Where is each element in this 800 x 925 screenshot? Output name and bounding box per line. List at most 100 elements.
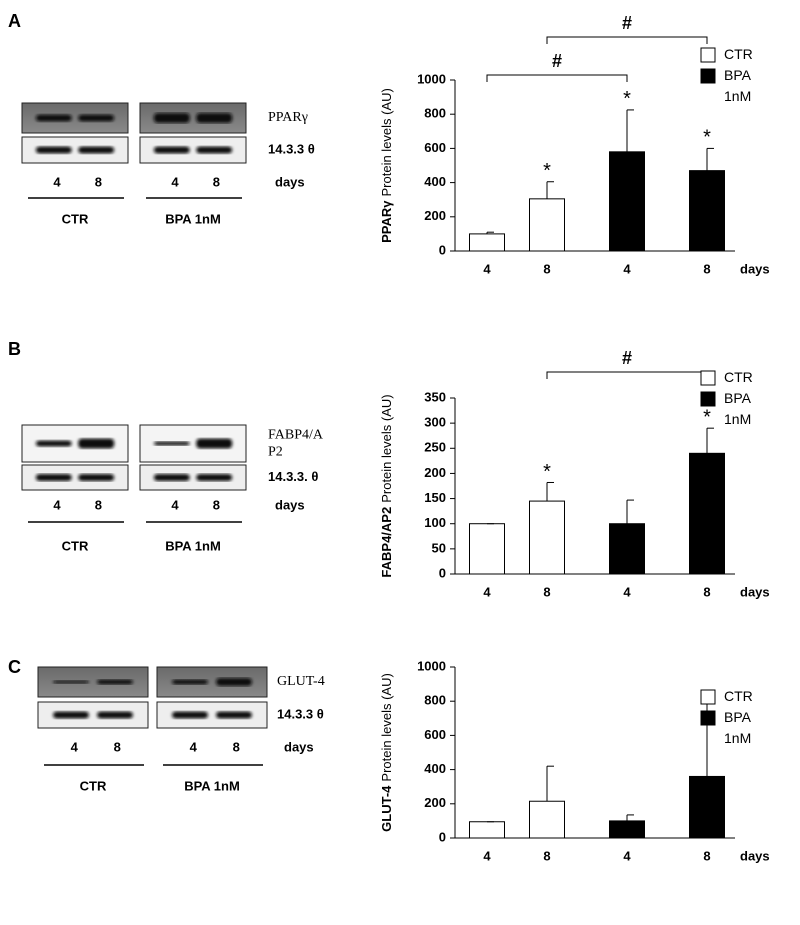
group-label: BPA 1nM	[165, 211, 221, 226]
bar	[689, 170, 725, 252]
lane-label: 4	[53, 497, 61, 512]
x-tick-label: 4	[623, 261, 631, 276]
lane-label: 4	[53, 174, 61, 189]
bar	[529, 198, 565, 252]
comparison-bracket	[546, 36, 708, 44]
panel-label: B	[8, 339, 21, 359]
y-tick-label: 600	[424, 727, 446, 742]
bar	[609, 151, 645, 252]
x-tick-label: 4	[623, 848, 631, 863]
blot-band	[172, 679, 208, 685]
y-tick-label: 300	[424, 415, 446, 430]
lane-label: 4	[190, 739, 198, 754]
comparison-bracket	[486, 74, 628, 82]
lane-unit: days	[275, 174, 305, 189]
band-label: FABP4/A P2	[268, 428, 324, 460]
y-tick-label: 800	[424, 106, 446, 121]
blot-band	[78, 474, 115, 481]
x-tick-label: 8	[703, 584, 710, 599]
lane-label: 8	[213, 497, 220, 512]
blot-band	[97, 711, 133, 719]
legend-label: CTR	[724, 369, 753, 385]
y-tick-label: 1000	[417, 71, 446, 86]
band-label: 14.3.3. θ	[268, 469, 318, 484]
x-tick-label: 4	[483, 584, 491, 599]
y-axis-label: PPARγ Protein levels (AU)	[379, 88, 394, 243]
x-tick-label: 8	[543, 584, 550, 599]
y-tick-label: 1000	[417, 658, 446, 673]
y-label: Protein levels (AU)	[379, 88, 394, 196]
legend-label: BPA 1nM	[724, 390, 752, 427]
lane-label: 8	[95, 174, 102, 189]
y-tick-label: 200	[424, 208, 446, 223]
legend-swatch	[700, 689, 716, 705]
lane-unit: days	[275, 497, 305, 512]
blot-band	[196, 113, 233, 123]
significance-star: *	[543, 461, 551, 483]
significance-star: *	[543, 160, 551, 182]
y-label: Protein levels (AU)	[379, 394, 394, 502]
y-tick-label: 200	[424, 465, 446, 480]
bar	[529, 800, 565, 839]
blot-band	[53, 680, 89, 684]
y-tick-label: 150	[424, 490, 446, 505]
x-axis-label: days	[740, 848, 770, 863]
bar	[609, 820, 645, 839]
lane-label: 8	[213, 174, 220, 189]
lane-label: 4	[71, 739, 79, 754]
blot-band	[216, 711, 252, 719]
y-label: Protein levels (AU)	[379, 673, 394, 781]
legend-swatch	[700, 370, 716, 386]
group-label: BPA 1nM	[184, 778, 240, 793]
lane-unit: days	[284, 739, 314, 754]
lane-label: 4	[171, 497, 179, 512]
legend-swatch	[700, 68, 716, 84]
blot-band	[196, 474, 233, 481]
x-tick-label: 8	[543, 261, 550, 276]
comparison-label: #	[622, 13, 632, 33]
band-label: GLUT-4	[277, 674, 325, 689]
legend-label: CTR	[724, 688, 753, 704]
panel-label: A	[8, 11, 21, 31]
group-label: CTR	[62, 211, 89, 226]
blot-band	[216, 678, 252, 686]
bar	[689, 775, 725, 839]
blot-band	[153, 146, 190, 154]
x-axis-label: days	[740, 584, 770, 599]
y-tick-label: 0	[439, 242, 446, 257]
y-tick-label: 250	[424, 440, 446, 455]
blot-band	[153, 441, 190, 446]
bar	[469, 821, 505, 839]
legend-label: BPA 1nM	[724, 709, 752, 746]
lane-label: 4	[171, 174, 179, 189]
blot-band	[153, 113, 190, 123]
blot-band	[78, 146, 115, 154]
group-label: CTR	[80, 778, 107, 793]
blot-band	[196, 438, 233, 449]
y-tick-label: 800	[424, 693, 446, 708]
x-tick-label: 4	[623, 584, 631, 599]
bar	[609, 523, 645, 575]
y-tick-label: 600	[424, 140, 446, 155]
significance-star: *	[703, 127, 711, 149]
lane-label: 8	[233, 739, 240, 754]
blot-band	[35, 440, 72, 447]
band-label: 14.3.3 θ	[268, 141, 315, 156]
y-axis-label: GLUT-4 Protein levels (AU)	[379, 673, 394, 832]
y-tick-label: 400	[424, 174, 446, 189]
x-tick-label: 4	[483, 261, 491, 276]
x-tick-label: 8	[703, 261, 710, 276]
x-tick-label: 8	[543, 848, 550, 863]
x-tick-label: 8	[703, 848, 710, 863]
blot-band	[196, 146, 233, 154]
y-tick-label: 0	[439, 565, 446, 580]
bar	[469, 523, 505, 575]
blot-band	[35, 474, 72, 481]
lane-label: 8	[114, 739, 121, 754]
blot-band	[78, 438, 115, 449]
legend-label: CTR	[724, 46, 753, 62]
blot-band	[153, 474, 190, 481]
blot-band	[35, 114, 72, 122]
comparison-label: #	[552, 51, 562, 71]
group-label: BPA 1nM	[165, 538, 221, 553]
